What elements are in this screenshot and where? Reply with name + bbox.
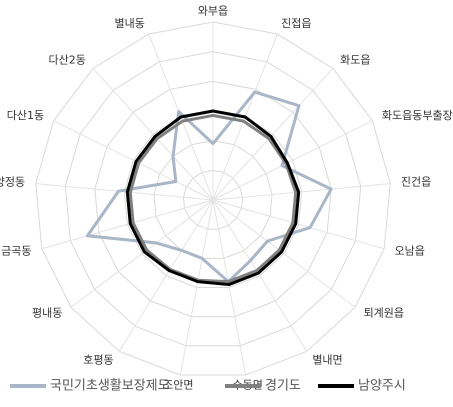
spoke (41, 199, 214, 250)
axis-label: 별내면 (312, 353, 342, 366)
grid-ring (64, 51, 362, 347)
axis-label: 별내동 (114, 17, 144, 30)
axis-label: 양정동 (0, 176, 25, 189)
grid-ring (153, 140, 273, 259)
series-line (128, 113, 298, 284)
grid-ring (35, 21, 391, 376)
axis-label: 화도읍 (340, 54, 370, 67)
spoke (35, 183, 214, 201)
grid (35, 21, 391, 376)
axis-label: 화도읍동부출장소 (382, 109, 453, 122)
legend-label: 국민기초생활보장제도 (50, 379, 170, 394)
series-line (85, 90, 333, 284)
spoke (212, 199, 385, 250)
spoke (53, 120, 214, 201)
spoke (212, 183, 391, 201)
spoke (212, 199, 247, 376)
axis-label: 조안면 (163, 378, 193, 391)
legend-label: 남양주시 (358, 379, 406, 394)
legend-label: 경기도 (265, 379, 301, 394)
axis-label: 평내동 (32, 307, 62, 320)
legend: 국민기초생활보장제도 경기도 남양주시 (10, 379, 406, 394)
axis-label: 진접읍 (281, 17, 311, 30)
grid-ring (94, 80, 332, 318)
series-line (125, 109, 301, 287)
axis-label: 다산2동 (49, 54, 86, 67)
spoke (212, 68, 334, 201)
grid-ring (182, 169, 244, 230)
plot (85, 90, 333, 287)
grid-ring (123, 110, 303, 288)
axis-label: 와부읍 (198, 4, 228, 17)
spoke (212, 199, 356, 308)
spoke (92, 68, 214, 201)
axis-label: 다산1동 (7, 109, 44, 122)
axis-label: 오남읍 (394, 245, 424, 258)
spoke (179, 199, 214, 376)
axis-label: 금곡동 (1, 245, 31, 258)
axis-label: 진건읍 (401, 176, 431, 189)
spoke (212, 199, 308, 352)
spoke (70, 199, 214, 308)
spoke (212, 120, 373, 201)
axis-label: 호평동 (83, 353, 113, 366)
labels: 와부읍진접읍화도읍화도읍동부출장소진건읍오남읍퇴계원읍별내면수동면조안면호평동평… (0, 4, 453, 391)
axis-label: 퇴계원읍 (364, 307, 404, 320)
spoke (118, 199, 214, 352)
